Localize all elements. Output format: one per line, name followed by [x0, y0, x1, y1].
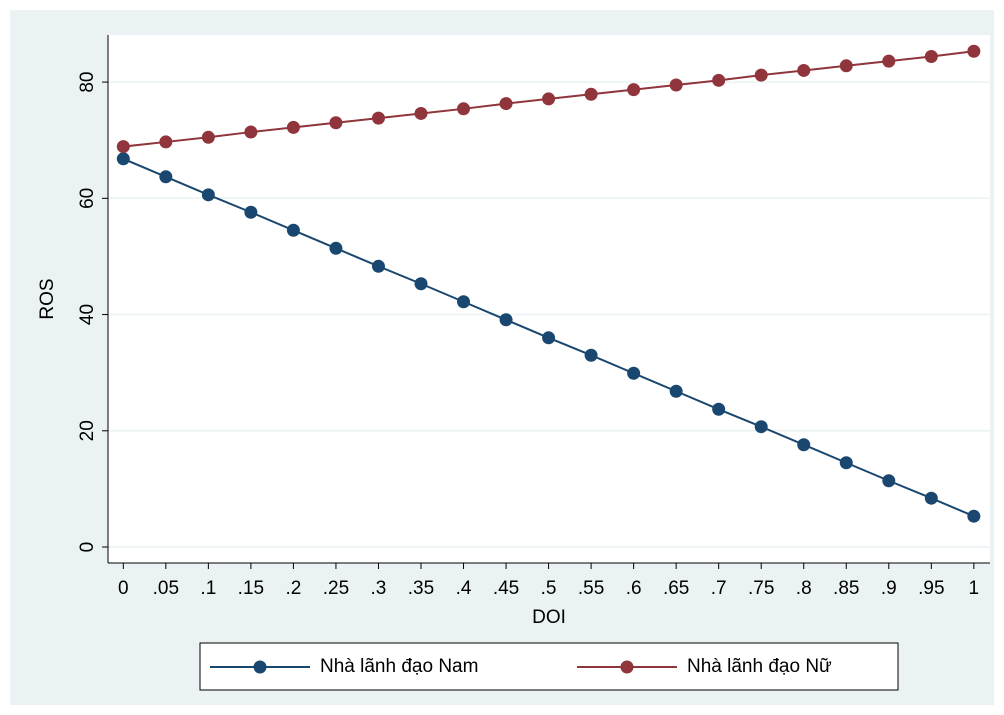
- point: [967, 44, 981, 58]
- legend-marker: [620, 660, 634, 674]
- x-tick-label: .4: [456, 578, 472, 599]
- point: [839, 59, 853, 73]
- x-tick-label: .15: [238, 578, 264, 599]
- point: [244, 125, 258, 139]
- point: [457, 102, 471, 116]
- point: [669, 78, 683, 92]
- point: [754, 420, 768, 434]
- point: [839, 456, 853, 470]
- point: [244, 205, 258, 219]
- point: [797, 438, 811, 452]
- point: [371, 111, 385, 125]
- x-tick-label: .45: [493, 578, 519, 599]
- point: [797, 63, 811, 77]
- point: [371, 259, 385, 273]
- x-tick-label: .6: [626, 578, 642, 599]
- x-tick-label: .55: [578, 578, 604, 599]
- y-tick-label: 60: [77, 188, 98, 209]
- x-tick-label: .75: [748, 578, 774, 599]
- point: [584, 348, 598, 362]
- x-tick-label: .25: [323, 578, 349, 599]
- point: [201, 130, 215, 144]
- point: [627, 366, 641, 380]
- x-tick-label: 1: [969, 578, 980, 599]
- point: [329, 116, 343, 130]
- plot-area: [108, 35, 990, 563]
- point: [286, 223, 300, 237]
- y-axis-title: ROS: [37, 278, 58, 319]
- point: [159, 135, 173, 149]
- point: [414, 277, 428, 291]
- y-tick-label: 40: [77, 304, 98, 325]
- point: [967, 509, 981, 523]
- point: [542, 92, 556, 106]
- point: [754, 68, 768, 82]
- y-tick-label: 80: [77, 72, 98, 93]
- point: [116, 140, 130, 154]
- point: [924, 491, 938, 505]
- point: [116, 152, 130, 166]
- point: [286, 120, 300, 134]
- legend-label: Nhà lãnh đạo Nam: [320, 656, 478, 677]
- point: [542, 331, 556, 345]
- point: [201, 188, 215, 202]
- y-tick-label: 0: [77, 542, 98, 553]
- point: [627, 83, 641, 97]
- point: [329, 241, 343, 255]
- point: [414, 106, 428, 120]
- x-tick-label: .3: [371, 578, 387, 599]
- x-tick-label: .85: [833, 578, 859, 599]
- x-tick-label: .65: [663, 578, 689, 599]
- point: [584, 87, 598, 101]
- point: [924, 50, 938, 64]
- point: [882, 474, 896, 488]
- x-tick-label: .2: [285, 578, 301, 599]
- point: [669, 384, 683, 398]
- legend-marker: [253, 660, 267, 674]
- x-tick-label: .1: [200, 578, 216, 599]
- x-tick-label: .7: [711, 578, 727, 599]
- legend-box: [199, 642, 899, 691]
- legend-label: Nhà lãnh đạo Nữ: [687, 656, 832, 677]
- point: [712, 73, 726, 87]
- y-tick-label: 20: [77, 420, 98, 441]
- x-tick-label: .5: [541, 578, 557, 599]
- x-tick-label: .05: [153, 578, 179, 599]
- point: [457, 295, 471, 309]
- x-axis-title: DOI: [532, 607, 566, 628]
- x-tick-label: .9: [881, 578, 897, 599]
- point: [882, 54, 896, 68]
- x-tick-label: 0: [118, 578, 129, 599]
- x-tick-label: .8: [796, 578, 812, 599]
- x-tick-label: .35: [408, 578, 434, 599]
- point: [712, 402, 726, 416]
- point: [499, 313, 513, 327]
- x-tick-label: .95: [918, 578, 944, 599]
- point: [159, 170, 173, 184]
- point: [499, 97, 513, 111]
